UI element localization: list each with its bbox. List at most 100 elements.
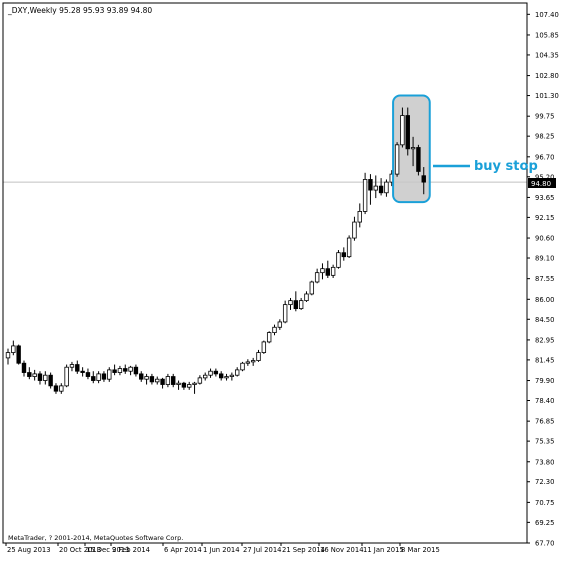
candle (91, 371, 96, 384)
y-tick-label: 76.85 (535, 418, 554, 426)
candle-body-bear (160, 378, 165, 385)
candle (96, 371, 101, 384)
candle (298, 297, 304, 310)
candle-body-bull (277, 321, 283, 328)
candle (229, 372, 235, 381)
candle-body-bull (410, 147, 416, 150)
candle (101, 371, 107, 382)
x-tick-label: 21 Sep 2014 (282, 546, 325, 554)
y-tick-label: 96.70 (535, 153, 554, 161)
candle (309, 280, 315, 296)
candle (325, 260, 330, 278)
candle (21, 360, 27, 377)
candle-body-bull (128, 366, 133, 372)
y-tick-label: 90.60 (535, 235, 554, 243)
candle-body-bull (43, 374, 48, 381)
candle (213, 368, 219, 377)
price-tag-label: 94.80 (531, 180, 551, 188)
candle-body-bull (107, 369, 112, 380)
candle (282, 300, 288, 324)
candles (5, 170, 394, 394)
candle-body-bull (304, 293, 309, 302)
candle (53, 383, 59, 394)
y-tick-label: 81.45 (535, 356, 554, 364)
y-tick-label: 107.40 (535, 11, 559, 19)
candle (165, 373, 171, 388)
candle (64, 364, 69, 388)
candle-body-bear (133, 366, 139, 375)
candle-body-bear (85, 372, 91, 377)
candle (384, 179, 389, 197)
candle-body-bear (80, 370, 85, 373)
candle (5, 348, 11, 365)
candle (48, 372, 53, 389)
candle-body-bull (96, 373, 101, 381)
x-tick-label: 6 Apr 2014 (164, 546, 202, 554)
candle (181, 381, 187, 390)
candle-body-bear (368, 179, 373, 191)
buy-stop-annotation: buy stop (433, 159, 538, 174)
candle-body-bull (394, 144, 400, 175)
candle (266, 331, 272, 344)
candle (245, 359, 251, 366)
candle-body-bear (341, 252, 346, 258)
candle (117, 365, 123, 376)
y-tick-label: 84.50 (535, 316, 554, 324)
candle-body-bull (11, 345, 16, 353)
candle-body-bull (117, 368, 123, 373)
candle (320, 263, 325, 280)
y-tick-label: 69.25 (535, 519, 554, 527)
candle (261, 340, 267, 354)
candle-body-bear (139, 373, 144, 380)
candle-body-bear (75, 364, 80, 372)
y-axis-ticks: 107.40 105.85 104.35 102.80 101.30 99.75 98.25… (527, 11, 559, 548)
x-tick-label: 9 Feb 2014 (112, 546, 150, 554)
candle (149, 373, 155, 385)
candle-body-bear (21, 362, 27, 373)
candle-body-bull (250, 360, 256, 363)
candle-body-bear (416, 147, 421, 172)
candle-body-bear (149, 376, 155, 383)
candle (37, 371, 43, 385)
candle-body-bear (171, 376, 176, 385)
candle (85, 368, 91, 380)
candle (314, 268, 320, 284)
candle (378, 178, 384, 196)
candle (176, 380, 181, 390)
candle (133, 364, 139, 377)
candle-body-bull (240, 362, 245, 371)
candle-body-bull (261, 341, 267, 353)
candle (277, 319, 283, 330)
y-tick-label: 87.55 (535, 275, 554, 283)
candle (362, 172, 368, 215)
y-tick-label: 101.30 (535, 92, 559, 100)
candle (304, 291, 309, 302)
candle (288, 297, 293, 310)
candle (171, 373, 176, 388)
candle-body-bull (384, 181, 389, 194)
candle (421, 167, 426, 195)
candle (240, 361, 245, 372)
candle-body-bull (357, 211, 362, 223)
price-tag-bg (528, 178, 556, 188)
y-tick-label: 79.90 (535, 377, 554, 385)
candle (80, 367, 85, 377)
candle-body-bull (144, 376, 149, 380)
candle-body-bull (266, 332, 272, 343)
candle (144, 373, 149, 385)
candle (128, 365, 133, 376)
candle (410, 136, 416, 167)
y-tick-label: 105.85 (535, 31, 559, 39)
candle (218, 371, 224, 381)
candle (405, 107, 410, 156)
candle (187, 381, 192, 390)
candle (208, 368, 213, 378)
candle-body-bull (32, 373, 37, 377)
y-tick-label: 95.20 (535, 173, 554, 181)
y-tick-label: 82.95 (535, 336, 554, 344)
candle-body-bear (27, 372, 32, 377)
candle (75, 360, 80, 374)
